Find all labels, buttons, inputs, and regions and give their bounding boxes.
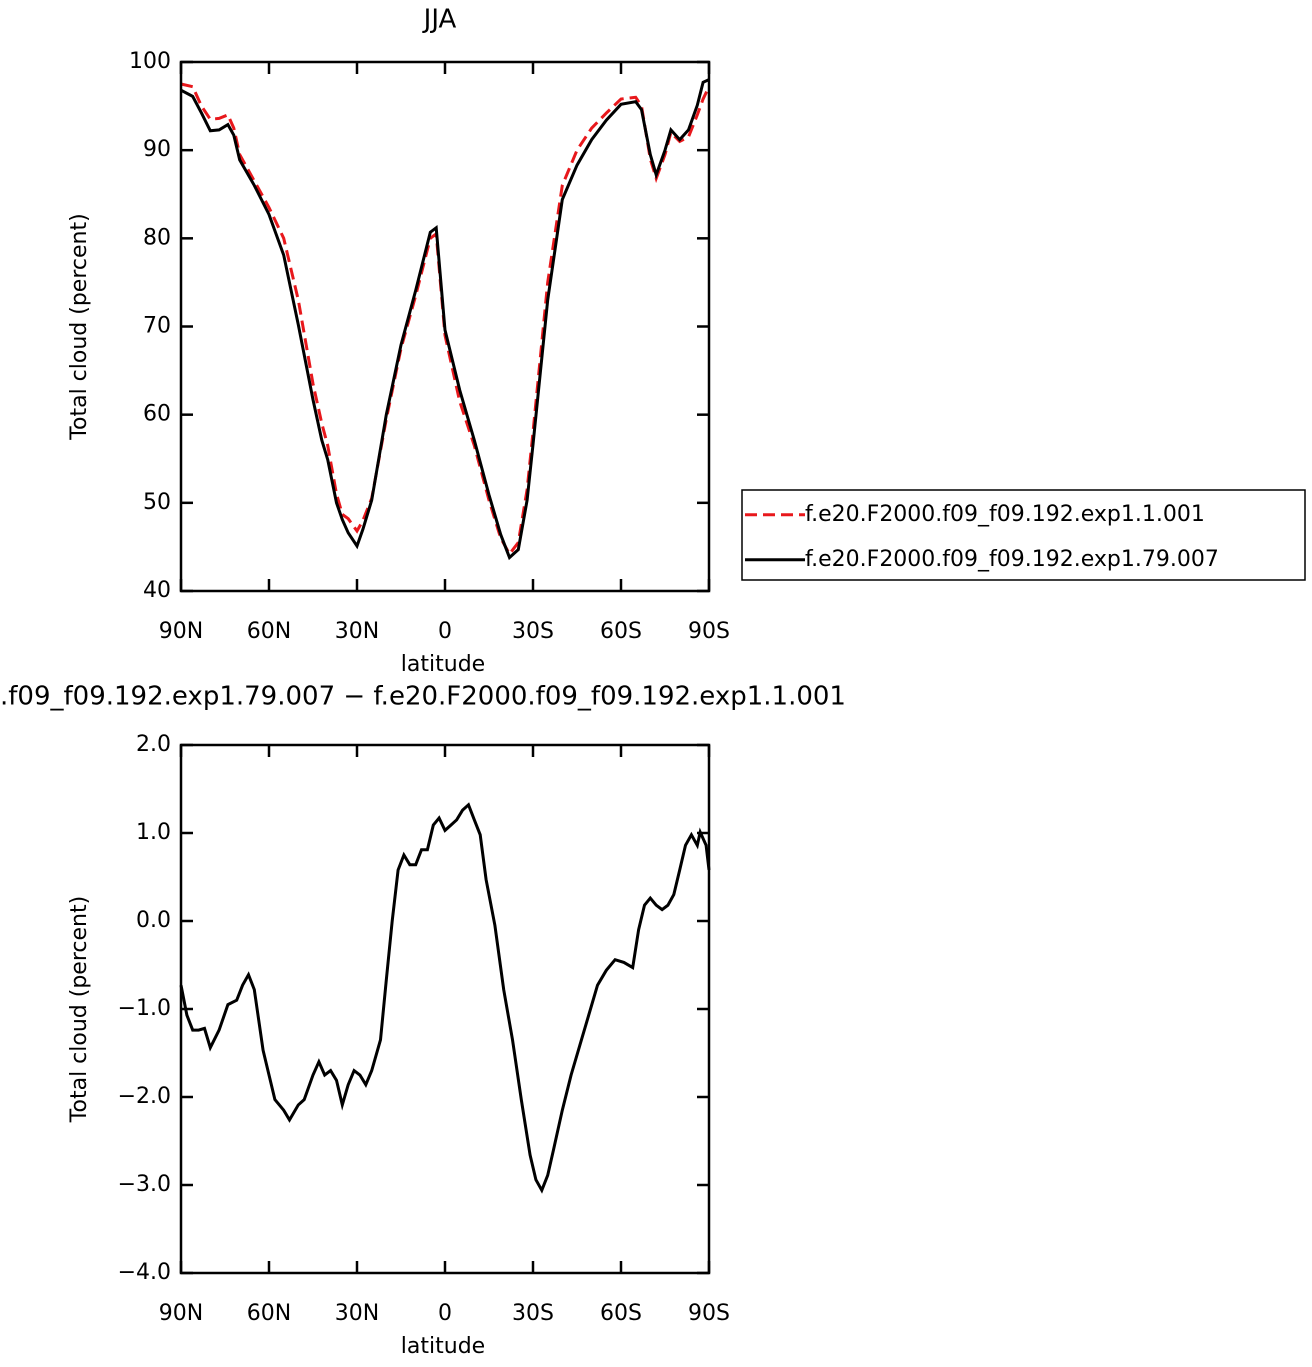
chart-title: JJA xyxy=(422,5,457,35)
y-tick-label: −3.0 xyxy=(118,1172,171,1197)
plot-frame xyxy=(179,743,711,1275)
y-tick-label: 100 xyxy=(129,49,171,74)
x-tick-label: 90S xyxy=(688,619,730,644)
y-tick-label: 0.0 xyxy=(136,908,171,933)
y-tick-label: 90 xyxy=(143,137,171,162)
x-axis-label: latitude xyxy=(401,652,485,677)
y-tick-label: −4.0 xyxy=(118,1260,171,1285)
data-line xyxy=(179,802,711,1194)
x-tick-label: 0 xyxy=(438,1301,452,1326)
legend-box xyxy=(741,489,1306,581)
y-tick-label: 50 xyxy=(143,490,171,515)
y-tick-label: −1.0 xyxy=(118,996,171,1021)
y-tick-label: 60 xyxy=(143,402,171,427)
y-tick-label: 2.0 xyxy=(136,732,171,757)
chart-title: .f09_f09.192.exp1.79.007 − f.e20.F2000.f… xyxy=(0,682,846,712)
x-tick-label: 60N xyxy=(247,1301,291,1326)
x-tick-label: 30S xyxy=(512,1301,554,1326)
x-axis-label: latitude xyxy=(401,1334,485,1359)
x-tick-label: 0 xyxy=(438,619,452,644)
x-tick-label: 90N xyxy=(159,619,203,644)
y-axis-label: Total cloud (percent) xyxy=(67,896,92,1123)
x-tick-label: 30S xyxy=(512,619,554,644)
x-tick-label: 60S xyxy=(600,1301,642,1326)
x-tick-label: 30N xyxy=(335,619,379,644)
y-tick-label: 1.0 xyxy=(136,820,171,845)
x-tick-label: 30N xyxy=(335,1301,379,1326)
x-tick-label: 90S xyxy=(688,1301,730,1326)
y-tick-label: 40 xyxy=(143,578,171,603)
y-tick-label: 80 xyxy=(143,225,171,250)
x-tick-label: 60S xyxy=(600,619,642,644)
y-tick-label: −2.0 xyxy=(118,1084,171,1109)
data-line xyxy=(180,78,710,561)
x-tick-label: 90N xyxy=(159,1301,203,1326)
legend-label: f.e20.F2000.f09_f09.192.exp1.1.001 xyxy=(805,502,1205,527)
x-tick-label: 60N xyxy=(247,619,291,644)
y-tick-label: 70 xyxy=(143,314,171,339)
y-axis-label: Total cloud (percent) xyxy=(67,213,92,440)
legend-label: f.e20.F2000.f09_f09.192.exp1.79.007 xyxy=(805,547,1219,572)
